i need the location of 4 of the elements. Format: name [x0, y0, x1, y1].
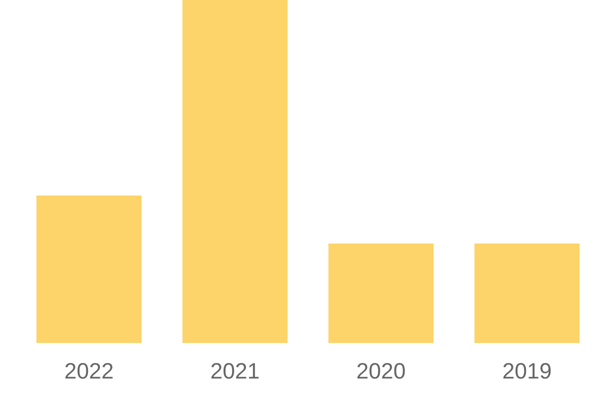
x-tick-label: 2022: [65, 363, 113, 379]
x-tick-label: 2021: [211, 363, 259, 379]
x-tick-label: 2019: [503, 363, 551, 379]
x-tick-label: 2020: [357, 363, 405, 379]
